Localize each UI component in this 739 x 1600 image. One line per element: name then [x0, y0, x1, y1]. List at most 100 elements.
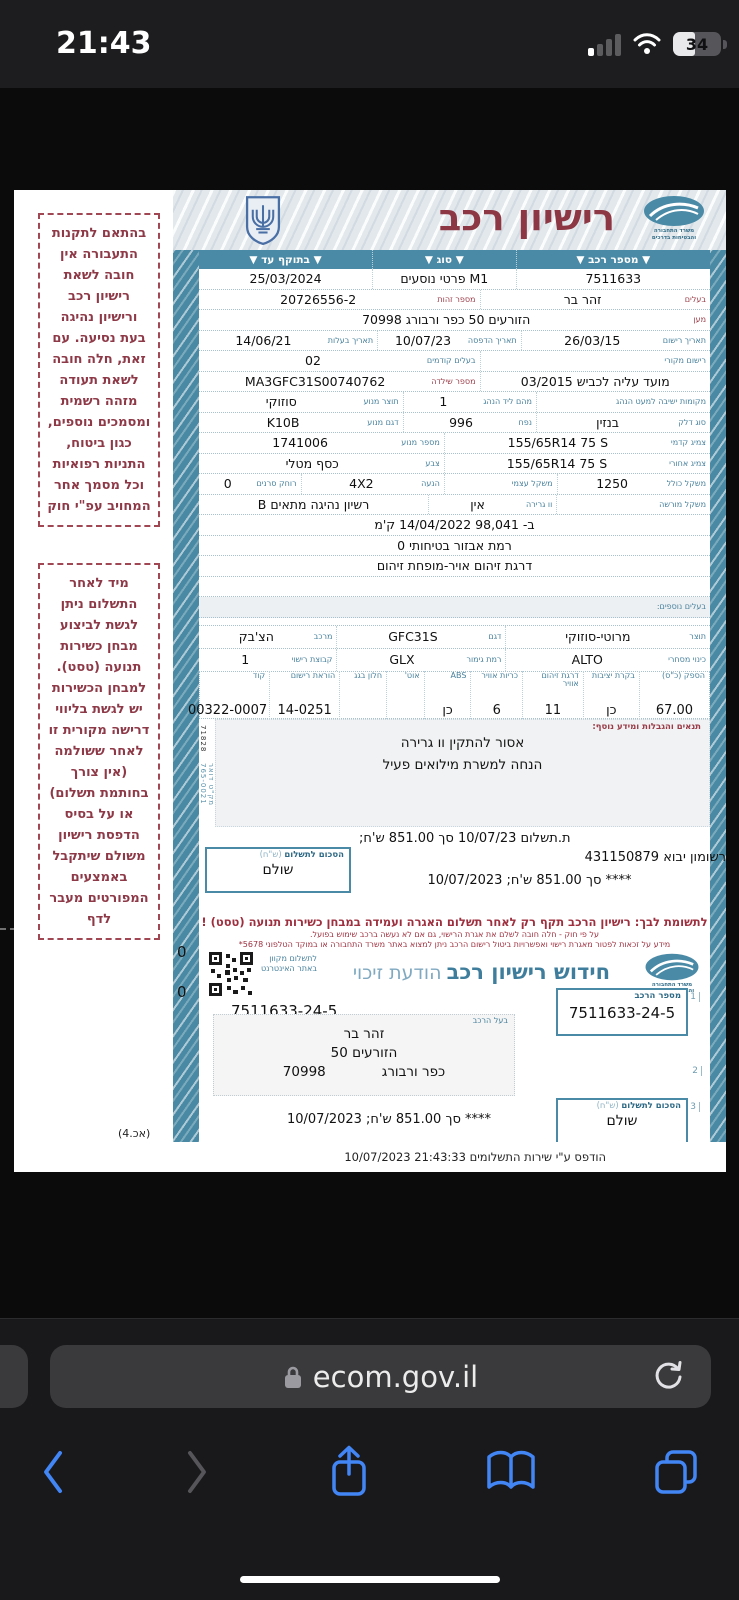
renewal-title-bold: חידוש רישיון רכב — [446, 959, 610, 984]
field-value: 1 — [439, 394, 448, 410]
field-cell: מרכב הצ'בק — [199, 626, 336, 648]
field-label: מקומות ישיבה למעט הנהג — [615, 397, 706, 407]
ministry-name: משרד התחבורה — [653, 228, 695, 234]
field-cell: משקל עצמי — [443, 474, 557, 494]
condition-line: הנחה למשרת מילואים פעיל — [382, 756, 543, 773]
safari-bottom-bar: ecom.gov.il — [0, 1318, 739, 1600]
owner-zip: 70998 — [282, 1063, 326, 1080]
clock: 21:43 — [56, 26, 152, 61]
tabs-icon[interactable] — [651, 1447, 701, 1497]
model-table: תוצר מרוטי-סוזוקי דגם GFC31S מרכב הצ'בק כינוי … — [199, 624, 710, 672]
payment-note: מיד לאחר התשלום ניתן לגשת לביצוע מבחן כש… — [38, 563, 160, 940]
field-cell: ▼ מספר רכב ▼ — [515, 250, 710, 269]
field-cell: צבע כסף מטלי — [199, 454, 444, 474]
address-bar[interactable]: ecom.gov.il — [50, 1345, 711, 1408]
field-label: מספר זהות — [437, 294, 476, 304]
bookmarks-icon[interactable] — [485, 1449, 537, 1495]
field-cell: רישום מקורי — [479, 351, 711, 371]
field-value: 14-0251 — [277, 702, 332, 718]
table-row: רישום מקורי בעלים קודמים 02 — [199, 351, 710, 372]
conditions-box: תנאים והגבלות ומידע נוסף: אסור להתקין וו… — [215, 718, 710, 827]
field-value: GFC31S — [388, 629, 438, 644]
field-label: תוצר — [689, 632, 706, 641]
field-cell — [199, 577, 710, 597]
field-value: הצ'בק — [238, 629, 274, 644]
field-value: אין — [470, 496, 485, 512]
field-value: 14/06/21 — [235, 332, 292, 348]
table-row: צמיג אחורי 155/65R14 75 S צבע כסף מטלי — [199, 453, 710, 474]
field-value: ב- 98,041 14/04/2022 ק'מ — [374, 517, 535, 533]
table-row: רמת אבזור בטיחותי 0 — [199, 536, 710, 556]
field-label: מהם ליד הנהג — [483, 397, 532, 407]
vehicle-license-document: בהתאם לתקנות התעבורה אין חובה לשאת רישיו… — [14, 190, 726, 1172]
field-cell: דרגת זיהום אויר-מופחת זיהום — [199, 556, 710, 576]
qr-code — [207, 949, 255, 998]
table-row: הספק (כ"ס) 67.00 בקרת יציבות כן דרגת זיהום א… — [187, 670, 710, 719]
field-cell: מספר זהות 20726556-2 — [199, 290, 480, 310]
reload-icon[interactable] — [651, 1359, 685, 1395]
adjacent-tab-sliver[interactable] — [0, 1345, 28, 1408]
field-label: תאריך רישום — [662, 335, 706, 345]
guilloche-band-right — [710, 250, 726, 1142]
table-row: מקומות ישיבה למעט הנהג מהם ליד הנהג 1 תוצר … — [199, 392, 710, 413]
owner-city: כפר ורבורג — [381, 1063, 446, 1080]
field-value: M1 פרטי נוסעים — [400, 271, 489, 287]
side-code: 71828 — [199, 724, 207, 752]
field-label: קבוצת רישוי — [291, 655, 333, 664]
field-label: בקרת יציבות — [591, 670, 635, 680]
field-value: בנזין — [596, 414, 619, 430]
field-value: 02 — [305, 353, 321, 369]
owner-name: זהר בר — [343, 1025, 385, 1042]
table-row: בעלים נוספים: — [199, 597, 710, 618]
field-cell: מספר מנוע 1741006 — [199, 433, 444, 453]
form-code: (4.אכ) — [118, 1127, 151, 1140]
field-cell: הוראת רישום 14-0251 — [269, 670, 339, 719]
field-value: 155/65R14 75 S — [507, 435, 609, 451]
forward-icon[interactable] — [182, 1447, 212, 1497]
home-indicator[interactable] — [240, 1576, 500, 1583]
field-label: ABS — [450, 670, 467, 680]
table-header-row: ▼ מספר רכב ▼ ▼ סוג ▼ ▼ בתוקף עד ▼ — [199, 250, 710, 269]
field-cell: 7511633 — [515, 269, 710, 289]
cellular-signal-icon — [588, 32, 621, 56]
field-cell: רשיון נהיגה מתאים B — [199, 495, 428, 515]
field-cell: תאריך הדפסה 10/07/23 — [377, 330, 521, 350]
form-content: ▼ מספר רכב ▼ ▼ סוג ▼ ▼ בתוקף עד ▼ 7511633 M1… — [187, 250, 726, 1144]
field-label: נפח — [518, 417, 532, 427]
field-cell: בעלים זהר בר — [479, 289, 711, 309]
field-cell: נפח 996 — [402, 412, 536, 432]
field-value: 1 — [241, 652, 250, 667]
field-value: 155/65R14 75 S — [506, 455, 608, 471]
battery-percent: 34 — [685, 34, 709, 54]
table-row: ב- 98,041 14/04/2022 ק'מ — [199, 515, 710, 536]
share-icon[interactable] — [326, 1444, 372, 1500]
field-label: צמיג אחורי — [669, 458, 706, 468]
table-row: 7511633 M1 פרטי נוסעים 25/03/2024 — [199, 269, 710, 290]
guilloche-band-left — [173, 250, 199, 1142]
field-cell: תוצר מרוטי-סוזוקי — [505, 625, 710, 648]
lock-icon — [284, 1366, 301, 1388]
table-row: מועד עליה לכביש 03/2015 מספר שילדה MA3GFC3… — [199, 371, 711, 392]
israel-state-emblem-icon — [239, 195, 287, 245]
field-cell: תאריך בעלות 14/06/21 — [199, 331, 377, 351]
table-row: משקל מורשה וו גרירה אין רשיון נהיגה מתאים B — [199, 494, 710, 515]
payment-date-line: ת.תשלום 10/07/23 סך 851.00 ש'ח; — [359, 830, 571, 846]
field-label: משקל כולל — [666, 479, 706, 489]
field-value: 00322-0007 — [187, 702, 268, 718]
warning-small: מידע על זכאות לפטור מאגרת רישוי ואפשרויו… — [238, 939, 671, 949]
field-cell: משקל מורשה — [556, 494, 710, 514]
field-label: צמיג קדמי — [670, 438, 706, 448]
field-cell: מועד עליה לכביש 03/2015 — [479, 371, 711, 391]
field-cell: בעלים קודמים 02 — [199, 351, 480, 371]
back-icon[interactable] — [38, 1447, 68, 1497]
field-cell: כריות אוויר 6 — [470, 670, 522, 719]
field-cell: מספר שילדה MA3GFC31S00740762 — [199, 372, 480, 392]
table-row: תאריך רישום 26/03/15 תאריך הדפסה 10/07/23 תא… — [199, 330, 710, 351]
battery-icon: 34 — [673, 32, 727, 56]
owner-address-box: בעל הרכב זהר בר הזורעים 50 כפר ורבורג 70… — [213, 1013, 515, 1096]
field-label: מספר שילדה — [431, 376, 476, 386]
field-cell: מקומות ישיבה למעט הנהג — [535, 392, 710, 412]
field-label: בעלים קודמים — [426, 356, 476, 366]
field-value: 0 — [223, 476, 232, 492]
field-label: כינוי מסחרי — [668, 655, 706, 664]
